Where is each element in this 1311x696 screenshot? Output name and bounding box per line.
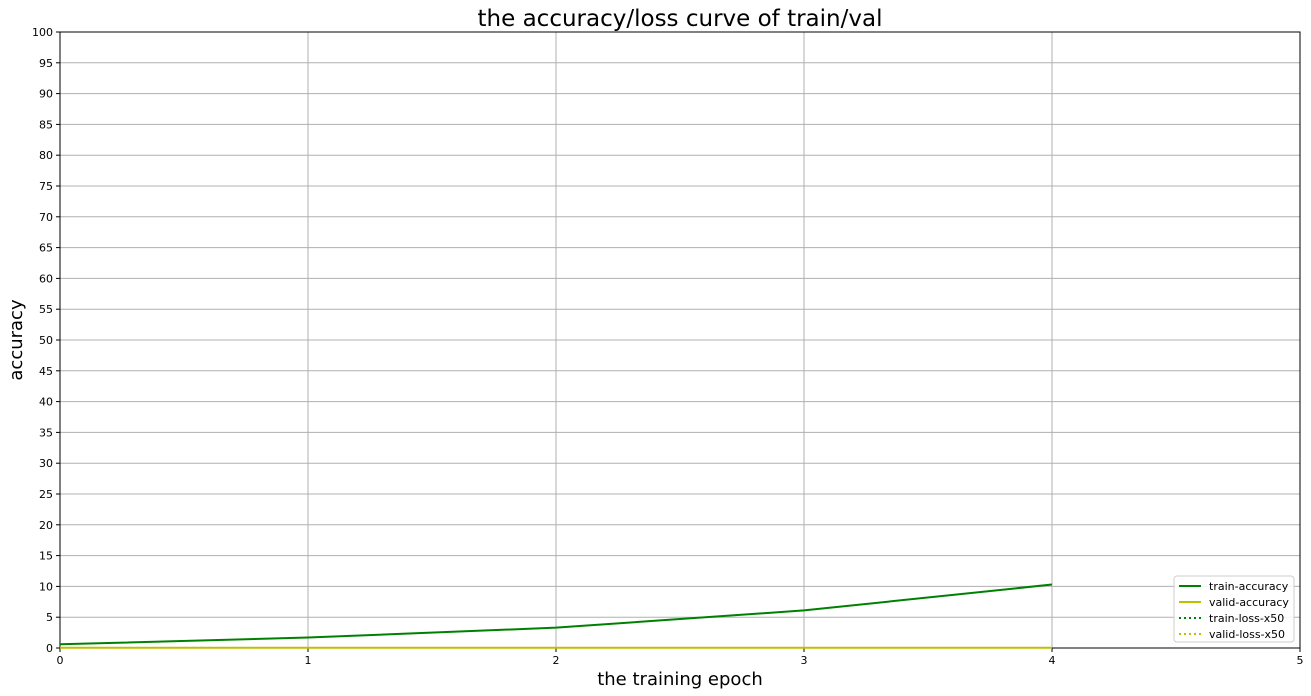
x-tick-label: 5 (1297, 654, 1304, 667)
legend-box (1173, 575, 1295, 643)
legend-items: train-accuracy valid-accuracy train-loss-x… (1179, 580, 1289, 641)
x-tick-label: 1 (305, 654, 312, 667)
grid-lines (59, 31, 1301, 649)
y-tick-label: 90 (39, 88, 53, 101)
y-tick-label: 35 (39, 426, 53, 439)
y-tick-label: 20 (39, 519, 53, 532)
y-tick-label: 10 (39, 580, 53, 593)
y-tick-label: 50 (39, 334, 53, 347)
y-tick-label: 85 (39, 118, 53, 131)
legend-label: valid-accuracy (1209, 596, 1289, 609)
y-tick-label: 30 (39, 457, 53, 470)
x-axis-title: the training epoch (597, 669, 763, 690)
y-tick-label: 55 (39, 303, 53, 316)
legend: train-accuracy valid-accuracy train-loss-x… (1173, 575, 1295, 643)
legend-label: train-accuracy (1209, 580, 1289, 593)
y-axis-title: accuracy (6, 299, 27, 381)
y-tick-label: 95 (39, 57, 53, 70)
y-tick-label: 25 (39, 488, 53, 501)
x-tick-label: 0 (57, 654, 64, 667)
series-line-train-accuracy (59, 583, 1053, 646)
y-tick-label: 60 (39, 272, 53, 285)
x-tick-label: 3 (801, 654, 808, 667)
chart-title: the accuracy/loss curve of train/val (478, 6, 883, 32)
y-tick-label: 0 (46, 642, 53, 655)
y-tick-label: 70 (39, 211, 53, 224)
y-tick-label: 100 (32, 26, 53, 39)
y-tick-label: 5 (46, 611, 53, 624)
y-tick-label: 15 (39, 550, 53, 563)
y-tick-label: 40 (39, 396, 53, 409)
legend-label: train-loss-x50 (1209, 612, 1284, 625)
x-tick-label: 2 (553, 654, 560, 667)
x-tick-label: 4 (1049, 654, 1056, 667)
axis-ticks: 0 1 2 3 4 50510152025303540455055606570758085… (32, 26, 1304, 667)
series-lines (59, 583, 1053, 649)
y-tick-label: 45 (39, 365, 53, 378)
y-tick-label: 65 (39, 242, 53, 255)
legend-label: valid-loss-x50 (1209, 628, 1285, 641)
y-tick-label: 80 (39, 149, 53, 162)
y-tick-label: 75 (39, 180, 53, 193)
